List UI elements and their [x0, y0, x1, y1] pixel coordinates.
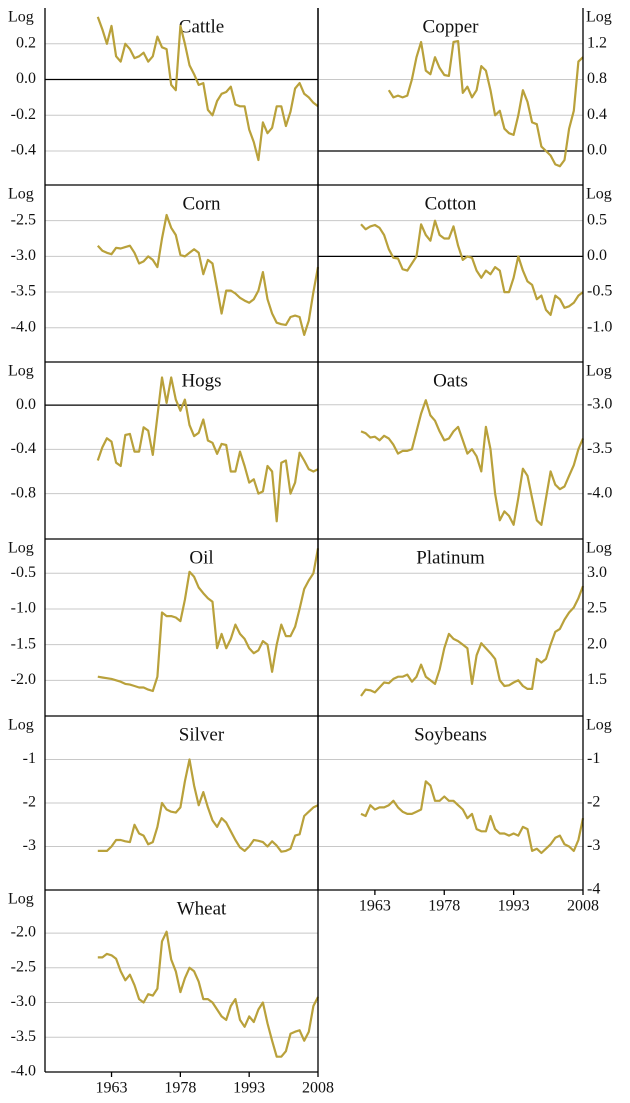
series-line [387, 40, 584, 168]
series-line [97, 548, 320, 693]
y-axis-label: Log [8, 186, 34, 203]
series-line [360, 399, 585, 526]
series-line [360, 585, 585, 697]
y-tick-label: -0.5 [587, 283, 612, 300]
panel-title: Cotton [425, 193, 477, 214]
y-tick-label: 1.5 [587, 671, 607, 688]
panel: -2.0 -2.5 -3.0 -3.5 -4.0 Log Wheat 1963 1978 1993… [8, 890, 334, 1097]
y-tick-label: -2.5 [11, 211, 36, 228]
panel: 3.0 2.5 2.0 1.5 Log Platinum [317, 539, 612, 717]
y-tick-label: -3.5 [11, 1028, 36, 1045]
y-tick-label: -4.0 [11, 1063, 36, 1080]
series-line [97, 930, 319, 1058]
x-tick-label: 1963 [359, 898, 391, 915]
y-tick-label: -2.0 [11, 671, 36, 688]
panel-title: Silver [179, 724, 225, 745]
panel-title: Wheat [177, 898, 227, 919]
y-axis-label: Log [586, 186, 612, 203]
y-tick-label: -3.0 [587, 395, 612, 412]
x-tick-label: 1978 [164, 1080, 196, 1097]
y-tick-label: 0.5 [587, 211, 607, 228]
y-tick-label: -3.0 [11, 247, 36, 264]
y-tick-label: -3 [23, 837, 36, 854]
y-tick-label: 0.0 [587, 142, 607, 159]
y-tick-label: 0.4 [587, 106, 607, 123]
panel-title: Oil [189, 547, 213, 568]
y-tick-label: -3 [587, 837, 600, 854]
series-line [96, 376, 319, 523]
x-tick-label: 1993 [498, 898, 530, 915]
y-axis-label: Log [8, 717, 34, 734]
y-tick-label: -2 [23, 794, 36, 811]
panel-title: Soybeans [414, 724, 487, 745]
y-tick-label: 1.2 [587, 34, 607, 51]
y-tick-label: -1 [587, 750, 600, 767]
y-tick-label: -0.5 [11, 564, 36, 581]
y-tick-label: -0.8 [11, 484, 36, 501]
series-line [96, 213, 320, 336]
y-tick-label: -4.0 [11, 318, 36, 335]
x-tick-label: 2008 [567, 898, 599, 915]
panel: 0.2 0.0 -0.2 -0.4 Log Cattle [8, 8, 319, 186]
panel-title: Copper [423, 16, 480, 37]
series-line [97, 758, 319, 853]
panel: 0.0 -0.4 -0.8 Log Hogs [8, 362, 319, 540]
panel-title: Oats [433, 370, 468, 391]
y-tick-label: -0.2 [11, 106, 36, 123]
y-tick-label: 0.2 [16, 34, 36, 51]
x-tick-label: 2008 [302, 1080, 334, 1097]
panel: 1.2 0.8 0.4 0.0 Log Copper [317, 8, 612, 186]
y-tick-label: -1.5 [11, 635, 36, 652]
y-axis-label: Log [586, 363, 612, 380]
y-tick-label: -3.0 [11, 993, 36, 1010]
y-tick-label: -3.5 [587, 440, 612, 457]
y-tick-label: 2.5 [587, 600, 607, 617]
y-axis-label: Log [586, 9, 612, 26]
y-tick-label: -3.5 [11, 283, 36, 300]
panel-title: Cattle [179, 16, 224, 37]
y-tick-label: -1.0 [11, 600, 36, 617]
y-tick-label: 0.0 [587, 247, 607, 264]
panel: 0.5 0.0 -0.5 -1.0 Log Cotton [317, 185, 612, 363]
panel-title: Corn [183, 193, 222, 214]
x-tick-label: 1978 [428, 898, 460, 915]
y-tick-label: -0.4 [11, 142, 36, 159]
y-axis-label: Log [8, 363, 34, 380]
y-tick-label: -0.4 [11, 440, 36, 457]
y-axis-label: Log [8, 540, 34, 557]
panel: -1 -2 -3 Log Silver [8, 716, 319, 891]
y-tick-label: -1 [23, 750, 36, 767]
y-tick-label: 0.8 [587, 70, 607, 87]
y-tick-label: -4.0 [587, 484, 612, 501]
y-tick-label: -2 [587, 794, 600, 811]
y-tick-label: 0.0 [16, 70, 36, 87]
y-tick-label: 2.0 [587, 635, 607, 652]
y-tick-label: -2.5 [11, 958, 36, 975]
y-tick-label: -4 [587, 881, 600, 898]
y-tick-label: 3.0 [587, 564, 607, 581]
y-tick-label: -1.0 [587, 318, 612, 335]
panel: -1 -2 -3 -4 Log Soybeans 1963 1978 1993 2008 [317, 716, 612, 915]
series-line [360, 219, 584, 316]
x-tick-label: 1993 [233, 1080, 265, 1097]
panel: -2.5 -3.0 -3.5 -4.0 Log Corn [8, 185, 320, 363]
y-axis-label: Log [586, 717, 612, 734]
panel: -0.5 -1.0 -1.5 -2.0 Log Oil [8, 539, 320, 717]
panel-title: Hogs [181, 370, 221, 391]
y-tick-label: -2.0 [11, 924, 36, 941]
y-axis-label: Log [586, 540, 612, 557]
panel-title: Platinum [416, 547, 485, 568]
x-tick-label: 1963 [96, 1080, 128, 1097]
series-line [96, 16, 319, 162]
y-axis-label: Log [8, 9, 34, 26]
y-axis-label: Log [8, 891, 34, 908]
panel: -3.0 -3.5 -4.0 Log Oats [317, 362, 612, 540]
series-line [360, 780, 585, 855]
y-tick-label: 0.0 [16, 396, 36, 413]
